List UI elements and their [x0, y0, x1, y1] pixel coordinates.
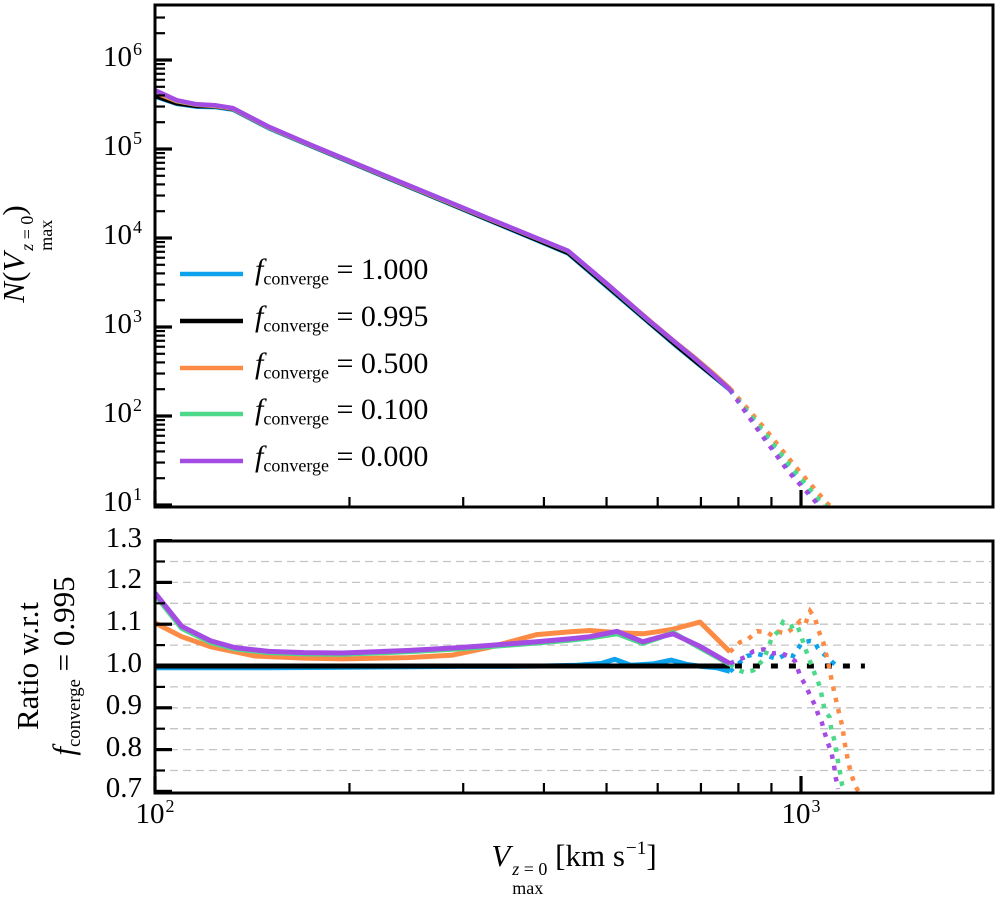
ratio-tick-label-1.2: 1.2 — [105, 563, 142, 596]
ratio-tick-label-1.3: 1.3 — [105, 521, 142, 554]
ratio-panel-frame — [153, 539, 995, 795]
ytick-label-1e2: 102 — [103, 395, 142, 430]
series-top-f=1.000 — [155, 94, 732, 392]
ytick-label-1e3: 103 — [103, 306, 142, 341]
ytick-label-1e5: 105 — [103, 128, 142, 163]
xtick-label-1e2: 102 — [135, 796, 175, 831]
ratio-tick-label-1.0: 1.0 — [105, 647, 142, 679]
series-ratio-dotted-f=0.100 — [728, 618, 847, 793]
legend-label-0.995: fconverge = 0.995 — [255, 300, 429, 336]
series-top-f=0.500 — [155, 90, 732, 391]
ratio-tick-label-0.9: 0.9 — [105, 688, 142, 721]
ratio-tick-label-0.7: 0.7 — [105, 772, 142, 805]
y-axis-label-ratio-line1: Ratio w.r.t — [10, 601, 45, 731]
series-top-dotted-f=0.500 — [728, 386, 833, 507]
series-top-f=0.000 — [155, 88, 732, 392]
xtick-label-1e3: 103 — [781, 796, 821, 831]
y-axis-label-ratio-line2: fconverge = 0.995 — [46, 576, 85, 756]
series-ratio-dotted-f=0.500 — [728, 606, 861, 793]
series-top-f=0.100 — [155, 88, 732, 392]
ratio-tick-label-0.8: 0.8 — [105, 730, 142, 763]
series-ratio-f=0.000 — [155, 591, 732, 666]
series-ratio-f=0.500 — [155, 619, 732, 662]
series-top-f=0.995 — [155, 94, 731, 392]
ratio-tick-label-1.1: 1.1 — [105, 605, 142, 638]
legend-label-0.000: fconverge = 0.000 — [255, 440, 429, 476]
top-panel-frame — [153, 3, 995, 509]
legend-label-1.000: fconverge = 1.000 — [255, 253, 429, 289]
legend-label-0.100: fconverge = 0.100 — [255, 393, 429, 429]
series-ratio-dotted-f=0.000 — [728, 646, 841, 790]
ytick-label-1e6: 106 — [103, 39, 142, 74]
ytick-label-1e4: 104 — [103, 217, 142, 252]
legend-label-0.500: fconverge = 0.500 — [255, 347, 429, 383]
ytick-label-1e1: 101 — [103, 484, 142, 519]
